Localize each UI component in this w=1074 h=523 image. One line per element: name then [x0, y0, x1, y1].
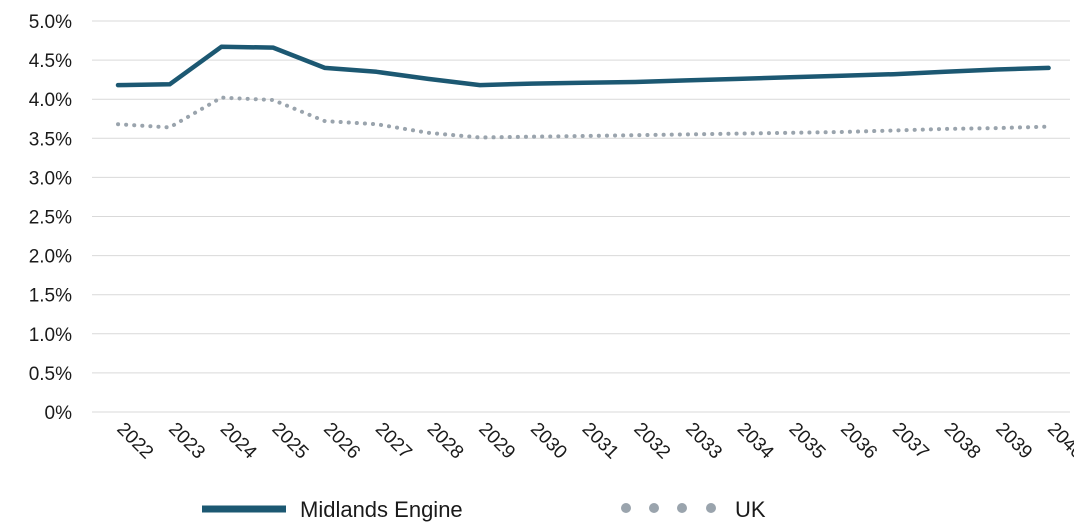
x-tick-label: 2023 [164, 419, 209, 464]
legend-dot [706, 503, 716, 513]
y-tick-label: 0% [45, 403, 73, 424]
x-tick-label: 2036 [836, 419, 881, 464]
legend: Midlands Engine UK [202, 497, 766, 522]
x-tick-label: 2022 [112, 419, 157, 464]
x-tick-label: 2030 [526, 419, 571, 464]
y-tick-label: 3.0% [29, 168, 72, 189]
x-tick-label: 2024 [216, 419, 261, 464]
x-tick-label: 2040 [1043, 419, 1074, 464]
x-tick-label: 2035 [785, 419, 830, 464]
y-tick-label: 5.0% [29, 12, 72, 33]
legend-dot [677, 503, 687, 513]
y-tick-label: 1.5% [29, 286, 72, 307]
y-axis-tick-labels: 0% 0.5% 1.0% 1.5% 2.0% 2.5% 3.0% 3.5% 4.0% 4.5% 5.… [29, 12, 72, 424]
legend-dot [649, 503, 659, 513]
y-tick-label: 4.0% [29, 90, 72, 111]
gridlines [92, 20, 1070, 413]
y-tick-label: 2.5% [29, 208, 72, 229]
y-tick-label: 3.5% [29, 129, 72, 150]
x-tick-label: 2039 [991, 419, 1036, 464]
y-tick-label: 0.5% [29, 364, 72, 385]
x-tick-label: 2034 [733, 419, 778, 464]
series-line-midlands-engine [115, 44, 1051, 88]
x-tick-label: 2029 [474, 419, 519, 464]
x-tick-label: 2033 [681, 419, 726, 464]
x-tick-label: 2037 [888, 419, 933, 464]
x-tick-label: 2025 [268, 419, 313, 464]
y-tick-label: 4.5% [29, 51, 72, 72]
y-tick-label: 1.0% [29, 325, 72, 346]
y-tick-label: 2.0% [29, 247, 72, 268]
series-lines [115, 44, 1051, 140]
legend-label-midlands-engine: Midlands Engine [300, 497, 463, 522]
x-tick-label: 2026 [319, 419, 364, 464]
legend-label-uk: UK [735, 497, 766, 522]
x-axis-tick-labels: 2022 2023 2024 2025 2026 2027 2028 2029 2030 2031… [112, 419, 1074, 464]
series-line-uk [116, 95, 1051, 140]
legend-swatch-uk [621, 503, 716, 513]
legend-dot [621, 503, 631, 513]
x-tick-label: 2031 [578, 419, 623, 464]
x-tick-label: 2027 [371, 419, 416, 464]
x-tick-label: 2032 [629, 419, 674, 464]
x-tick-label: 2028 [423, 419, 468, 464]
x-tick-label: 2038 [940, 419, 985, 464]
